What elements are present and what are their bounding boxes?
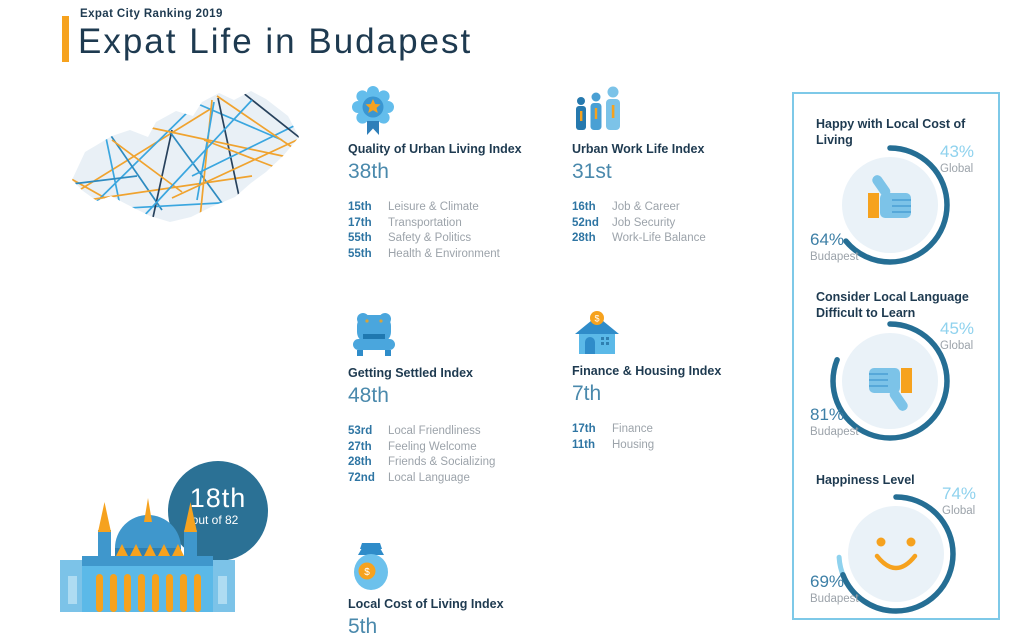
global-label: Global <box>940 340 974 352</box>
index-subranks: 53rd Local Friendliness 27th Feeling Welco… <box>348 424 568 486</box>
smiley-icon <box>874 537 918 571</box>
index-subranks: 17th Finance 11th Housing <box>572 422 792 453</box>
stat-happiness-level: Happiness Level 74% Global 69% Bu <box>794 462 998 620</box>
city-value: 69% <box>810 572 845 591</box>
svg-text:$: $ <box>364 567 370 578</box>
subrank-row: 28th Work-Life Balance <box>572 232 706 244</box>
global-stat: 43% Global <box>940 142 974 175</box>
index-card-urban-work-life: Urban Work Life Index 31st 16th Job & Car… <box>572 86 792 247</box>
subrank-row: 55th Health & Environment <box>348 247 500 260</box>
money-bag-icon: $ <box>348 541 568 591</box>
armchair-icon <box>348 310 568 360</box>
thumbs-down-icon <box>869 368 912 411</box>
global-value: 43% <box>940 142 975 161</box>
stat-title: Consider Local Language Difficult to Lea… <box>816 290 969 321</box>
global-label: Global <box>942 505 976 517</box>
index-rank: 38th <box>348 160 389 183</box>
subrank-row: 72nd Local Language <box>348 471 470 484</box>
stat-happy-with-cost-of-living: Happy with Local Cost of Living 43% <box>794 94 998 277</box>
donut-chart-language <box>830 321 950 441</box>
report-kicker: Expat City Ranking 2019 <box>80 8 223 20</box>
subrank-row: 55th Safety & Politics <box>348 232 472 244</box>
global-stat: 74% Global <box>942 484 976 517</box>
budapest-stat: 69% Budapest <box>810 572 859 605</box>
survey-stats-panel: Happy with Local Cost of Living 43% <box>792 92 1000 620</box>
subrank-row: 53rd Local Friendliness <box>348 425 481 437</box>
index-title: Finance & Housing Index <box>572 364 722 378</box>
index-title: Getting Settled Index <box>348 366 474 380</box>
hungary-map-graphic <box>72 91 299 222</box>
subrank-row: 15th Leisure & Climate <box>348 201 479 213</box>
budapest-stat: 64% Budapest <box>810 230 859 263</box>
city-label: Budapest <box>810 426 859 438</box>
subrank-row: 17th Finance <box>572 423 653 435</box>
subrank-row: 27th Feeling Welcome <box>348 440 477 453</box>
index-rank: 31st <box>572 160 612 183</box>
index-title: Urban Work Life Index <box>572 142 705 156</box>
thumbs-up-icon <box>868 175 911 218</box>
index-card-quality-of-urban-living: Quality of Urban Living Index 38th 15th L… <box>348 86 568 262</box>
people-group-icon <box>572 86 792 136</box>
index-title: Quality of Urban Living Index <box>348 142 522 156</box>
global-value: 74% <box>942 484 977 503</box>
rosette-badge-icon <box>348 86 568 136</box>
house-coin-icon: $ <box>572 308 792 358</box>
stat-title: Happy with Local Cost of Living <box>816 117 966 148</box>
subrank-row: 52nd Job Security <box>572 216 676 229</box>
city-value: 64% <box>810 230 845 249</box>
index-rank: 7th <box>572 382 602 405</box>
subrank-row: 28th Friends & Socializing <box>348 456 496 468</box>
parliament-building-illustration <box>60 498 235 612</box>
subrank-row: 16th Job & Career <box>572 201 680 213</box>
svg-text:$: $ <box>594 314 599 324</box>
donut-chart-cost-of-living <box>830 145 950 265</box>
index-card-finance-housing: $ Finance & Housing Index 7th 17th Financ… <box>572 308 792 453</box>
city-label: Budapest <box>810 251 859 263</box>
global-stat: 45% Global <box>940 319 974 352</box>
overall-rank-suffix: out of 82 <box>191 513 239 527</box>
donut-chart-happiness <box>836 494 956 614</box>
index-card-local-cost-of-living: $ Local Cost of Living Index 5th <box>348 541 568 639</box>
city-value: 81% <box>810 405 845 424</box>
global-value: 45% <box>940 319 975 338</box>
city-label: Budapest <box>810 593 859 605</box>
accent-bar <box>62 16 69 62</box>
index-subranks: 15th Leisure & Climate 17th Transportation… <box>348 200 568 262</box>
global-label: Global <box>940 163 974 175</box>
header: Expat City Ranking 2019 Expat Life in Bu… <box>62 8 472 62</box>
page-title: Expat Life in Budapest <box>78 22 473 61</box>
index-rank: 48th <box>348 384 389 407</box>
stat-title: Happiness Level <box>816 473 915 487</box>
subrank-row: 17th Transportation <box>348 216 462 229</box>
index-card-getting-settled: Getting Settled Index 48th 53rd Local Fri… <box>348 310 568 486</box>
index-subranks: 16th Job & Career 52nd Job Security 28th Wo… <box>572 200 792 247</box>
index-title: Local Cost of Living Index <box>348 597 504 611</box>
index-rank: 5th <box>348 615 378 638</box>
budapest-stat: 81% Budapest <box>810 405 859 438</box>
overall-rank-value: 18th <box>189 483 247 513</box>
subrank-row: 11th Housing <box>572 438 655 451</box>
stat-language-difficult: Consider Local Language Difficult to Lea… <box>794 277 998 462</box>
